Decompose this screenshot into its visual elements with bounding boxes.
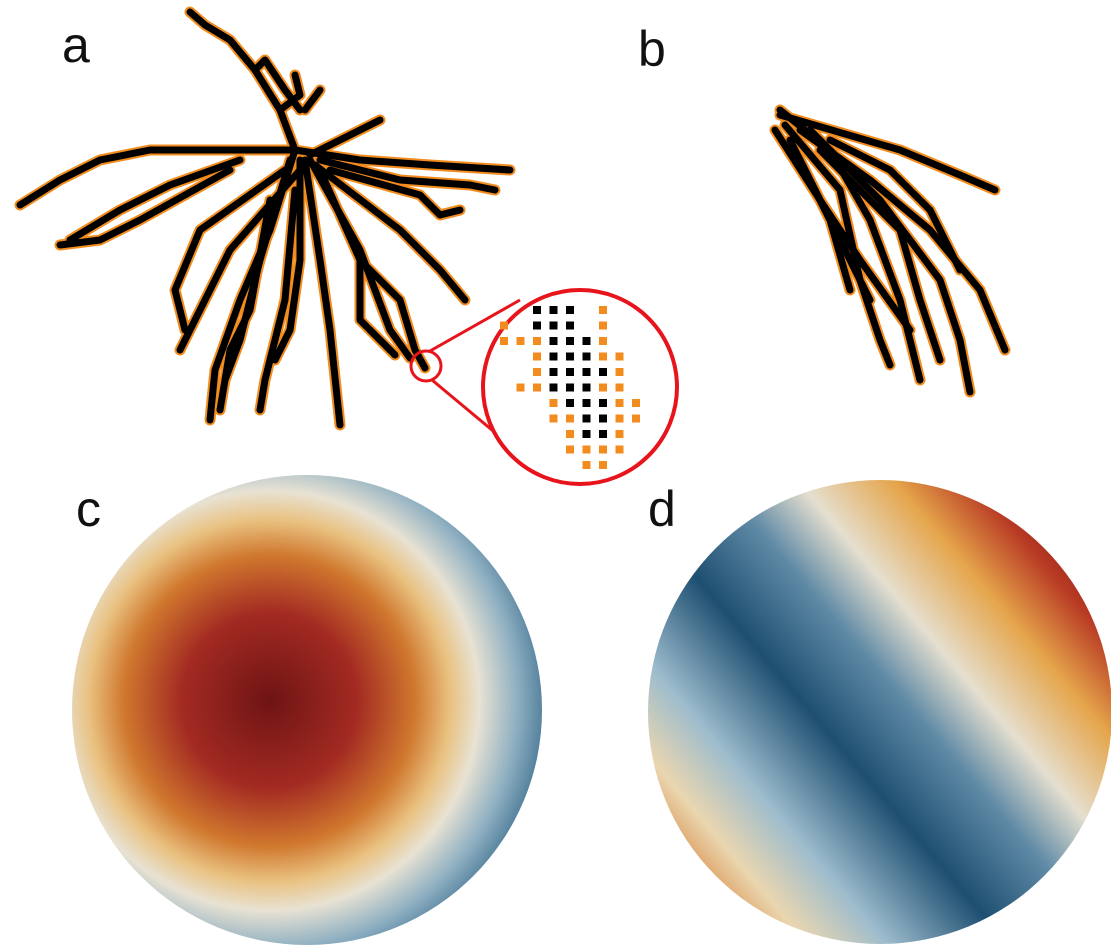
pixel [599,399,607,407]
pixel [566,399,574,407]
figure: a b c d [0,0,1111,945]
pixel [616,446,624,454]
pixel [566,353,574,361]
pixel [500,337,508,345]
pixel [566,322,574,330]
pixel [599,446,607,454]
pixel [550,306,558,314]
pixel [566,384,574,392]
panel-label: d [648,481,676,537]
pixel [533,306,541,314]
pixel [583,337,591,345]
pixel [599,415,607,423]
pixel [550,415,558,423]
pixel [500,322,508,330]
zoom-inset [411,290,677,484]
pixel [566,306,574,314]
pixel [583,353,591,361]
panel-label: c [76,481,101,537]
pixel [599,384,607,392]
pixel [517,337,525,345]
pixel [616,415,624,423]
pixel [550,337,558,345]
pixel [583,399,591,407]
sphere [648,480,1111,944]
pixel [566,446,574,454]
pixel [599,353,607,361]
pixel [632,399,640,407]
pixel [599,337,607,345]
pixel [533,337,541,345]
pixel [616,430,624,438]
pixel [550,368,558,376]
pixel [583,461,591,469]
pixel [550,353,558,361]
pixel [616,384,624,392]
pixel [599,368,607,376]
pixel [583,384,591,392]
pixel [566,368,574,376]
pixel [583,446,591,454]
pixel [566,415,574,423]
pixel [616,353,624,361]
pixel [533,384,541,392]
pixel [517,384,525,392]
pixel [599,322,607,330]
pixel [599,430,607,438]
pixel [583,415,591,423]
pixel [599,461,607,469]
sphere [72,475,542,945]
pixel [533,322,541,330]
pixel [550,399,558,407]
pixel [616,368,624,376]
pixel [550,384,558,392]
pixel [566,337,574,345]
pixel [550,322,558,330]
pixel [566,430,574,438]
pixel [533,353,541,361]
panel-label: b [638,21,666,77]
pixel [599,306,607,314]
pixel [533,368,541,376]
pixel [583,430,591,438]
panel-label: a [62,17,90,73]
pixel [616,399,624,407]
pixel [583,368,591,376]
pixel [632,415,640,423]
